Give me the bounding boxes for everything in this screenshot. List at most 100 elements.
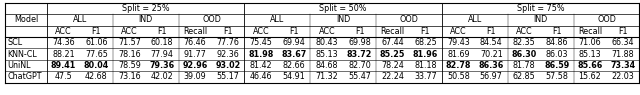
Text: 93.02: 93.02 — [216, 61, 241, 70]
Text: OOD: OOD — [202, 15, 221, 24]
Text: 80.43: 80.43 — [316, 38, 338, 47]
Text: F1: F1 — [223, 27, 233, 36]
Text: 75.45: 75.45 — [250, 38, 273, 47]
Text: 81.98: 81.98 — [248, 50, 274, 59]
Text: 79.43: 79.43 — [447, 38, 470, 47]
Text: 85.25: 85.25 — [380, 50, 405, 59]
Text: Recall: Recall — [183, 27, 207, 36]
Text: 85.13: 85.13 — [316, 50, 338, 59]
Text: ALL: ALL — [270, 15, 285, 24]
Text: F1: F1 — [157, 27, 167, 36]
Text: 42.02: 42.02 — [151, 72, 173, 81]
Text: 85.66: 85.66 — [577, 61, 603, 70]
Text: ACC: ACC — [450, 27, 467, 36]
Text: 84.54: 84.54 — [480, 38, 502, 47]
Text: 61.06: 61.06 — [85, 38, 108, 47]
Text: 77.65: 77.65 — [85, 50, 108, 59]
Text: F1: F1 — [486, 27, 496, 36]
Text: 50.58: 50.58 — [447, 72, 470, 81]
Text: 57.58: 57.58 — [546, 72, 568, 81]
Text: 86.59: 86.59 — [545, 61, 570, 70]
Text: 83.72: 83.72 — [347, 50, 372, 59]
Text: 69.94: 69.94 — [282, 38, 305, 47]
Text: 82.35: 82.35 — [513, 38, 536, 47]
Text: KNN-CL: KNN-CL — [7, 50, 36, 59]
Text: Recall: Recall — [381, 27, 404, 36]
Text: 78.16: 78.16 — [118, 50, 141, 59]
Text: 81.69: 81.69 — [447, 50, 470, 59]
Text: 56.97: 56.97 — [480, 72, 503, 81]
Text: 71.06: 71.06 — [579, 38, 602, 47]
Text: 55.47: 55.47 — [348, 72, 371, 81]
Text: 81.18: 81.18 — [414, 61, 436, 70]
Text: 79.36: 79.36 — [150, 61, 175, 70]
Text: F1: F1 — [92, 27, 101, 36]
Text: ACC: ACC — [516, 27, 532, 36]
Text: 60.18: 60.18 — [151, 38, 173, 47]
Text: ACC: ACC — [121, 27, 138, 36]
Text: OOD: OOD — [597, 15, 616, 24]
Text: F1: F1 — [552, 27, 562, 36]
Text: 82.78: 82.78 — [445, 61, 471, 70]
Text: 81.96: 81.96 — [413, 50, 438, 59]
Text: 82.70: 82.70 — [348, 61, 371, 70]
Text: 77.94: 77.94 — [151, 50, 173, 59]
Text: ChatGPT: ChatGPT — [7, 72, 42, 81]
Text: 82.66: 82.66 — [282, 61, 305, 70]
Text: F1: F1 — [355, 27, 364, 36]
Text: OOD: OOD — [399, 15, 419, 24]
Text: IND: IND — [336, 15, 350, 24]
Text: 54.91: 54.91 — [282, 72, 305, 81]
Text: 84.68: 84.68 — [316, 61, 338, 70]
Text: SCL: SCL — [7, 38, 22, 47]
Text: 68.25: 68.25 — [414, 38, 437, 47]
Text: 78.59: 78.59 — [118, 61, 141, 70]
Text: 73.34: 73.34 — [611, 61, 636, 70]
Text: Model: Model — [14, 15, 38, 24]
Text: Recall: Recall — [578, 27, 602, 36]
Text: 80.04: 80.04 — [84, 61, 109, 70]
Text: ALL: ALL — [468, 15, 482, 24]
Text: IND: IND — [534, 15, 548, 24]
Text: 71.88: 71.88 — [612, 50, 634, 59]
Text: 46.46: 46.46 — [250, 72, 272, 81]
Text: 81.78: 81.78 — [513, 61, 536, 70]
Text: 22.03: 22.03 — [612, 72, 634, 81]
Text: 42.68: 42.68 — [85, 72, 108, 81]
Text: ACC: ACC — [55, 27, 72, 36]
Text: UniNL: UniNL — [7, 61, 31, 70]
Text: 78.24: 78.24 — [381, 61, 404, 70]
Text: Split = 50%: Split = 50% — [319, 4, 367, 13]
Text: 86.30: 86.30 — [511, 50, 537, 59]
Text: 22.24: 22.24 — [381, 72, 404, 81]
Text: 83.67: 83.67 — [281, 50, 307, 59]
Text: 62.85: 62.85 — [513, 72, 536, 81]
Text: F1: F1 — [289, 27, 299, 36]
Text: F1: F1 — [420, 27, 430, 36]
Text: Split = 75%: Split = 75% — [517, 4, 564, 13]
Text: F1: F1 — [618, 27, 628, 36]
Text: ALL: ALL — [73, 15, 87, 24]
Text: 55.17: 55.17 — [216, 72, 239, 81]
Text: 39.09: 39.09 — [184, 72, 207, 81]
Text: 86.36: 86.36 — [479, 61, 504, 70]
Text: 33.77: 33.77 — [414, 72, 437, 81]
Text: ACC: ACC — [253, 27, 269, 36]
Text: 91.77: 91.77 — [184, 50, 207, 59]
Text: 15.62: 15.62 — [579, 72, 602, 81]
Text: 70.21: 70.21 — [480, 50, 502, 59]
Text: 89.41: 89.41 — [51, 61, 76, 70]
Text: 73.16: 73.16 — [118, 72, 141, 81]
Text: ACC: ACC — [319, 27, 335, 36]
Text: 92.36: 92.36 — [217, 50, 239, 59]
Text: 92.96: 92.96 — [182, 61, 208, 70]
Text: 74.36: 74.36 — [52, 38, 75, 47]
Text: 81.42: 81.42 — [250, 61, 272, 70]
Text: 77.76: 77.76 — [216, 38, 239, 47]
Text: IND: IND — [139, 15, 153, 24]
Text: 86.03: 86.03 — [546, 50, 568, 59]
Text: 66.34: 66.34 — [612, 38, 634, 47]
Text: 47.5: 47.5 — [54, 72, 72, 81]
Text: Split = 25%: Split = 25% — [122, 4, 170, 13]
Text: 85.13: 85.13 — [579, 50, 602, 59]
